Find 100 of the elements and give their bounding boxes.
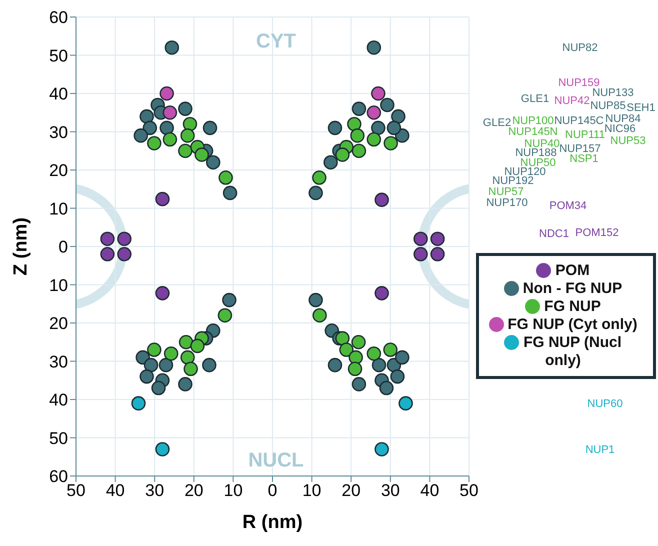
y-tick-label: 40 [49,390,68,410]
point [348,350,363,365]
y-tick-label: 30 [49,122,68,142]
x-tick-label: 50 [66,481,86,500]
point [372,358,386,372]
point [366,346,382,361]
text: NUP82 [562,42,598,54]
point [366,132,382,147]
x-tick-label: 50 [460,481,478,500]
point [178,102,192,116]
y-tick-label: 50 [49,428,68,448]
point [324,155,338,170]
point [178,377,192,392]
point [366,40,382,55]
text: GLE1 [520,93,550,105]
y-tick-label: 10 [49,276,68,295]
text: NIC96 [604,123,636,135]
legend-label: FG NUP [544,298,601,315]
point [151,380,166,396]
point [144,358,158,372]
legend-label: FG NUP (Cyt only) [508,316,638,333]
point [190,338,205,354]
point [350,128,365,143]
point [371,86,386,101]
point [162,132,178,147]
point [134,128,148,143]
y-tick-label: 20 [49,314,68,334]
point [390,369,405,384]
point [140,369,154,384]
text: NUP100 [512,115,554,127]
point [328,358,342,372]
point [366,105,382,120]
point [218,308,232,322]
text: NUP192 [492,175,534,187]
point [348,362,362,376]
x-tick-label: 10 [224,481,243,500]
point [202,358,216,372]
y-tick-label: 0 [58,238,68,257]
point [178,334,194,350]
text: NUP85 [590,100,626,112]
text: POM34 [549,200,587,212]
point [162,105,178,120]
y-tick-label: 40 [49,84,68,104]
point [351,334,366,350]
y-tick-label: 50 [49,46,68,66]
x-tick-label: 20 [184,481,204,500]
x-tick-label: 10 [302,481,322,500]
text: NUP188 [515,147,557,159]
point [371,120,386,136]
point [131,396,146,410]
x-tick-label: 40 [106,481,125,500]
point [117,232,132,246]
point [352,144,366,158]
point [180,350,195,365]
point [158,358,174,372]
point [380,98,394,112]
text: NUP1 [585,444,615,456]
point [374,286,389,300]
point [180,128,195,143]
x-tick-label: 20 [342,481,361,500]
text: NUP53 [610,135,646,147]
legend-label: POM [555,262,590,279]
point [164,40,180,55]
text: NUP42 [554,95,590,107]
text: NUP145N [508,126,558,138]
point [155,192,170,206]
point [384,136,398,150]
point [202,120,218,136]
y-tick-label: 10 [49,199,68,218]
point [164,346,178,361]
point [308,292,323,308]
point [312,308,327,322]
x-tick-label: 30 [380,481,400,500]
point [430,247,445,262]
point [184,362,198,376]
point [222,186,238,200]
point [335,148,350,162]
point [178,144,192,158]
point [147,136,162,150]
point [312,170,326,185]
annotation: CYT [256,30,296,54]
point [398,396,413,410]
point [328,120,342,136]
x-tick-label: 30 [145,481,164,500]
point [100,247,115,262]
point [194,148,209,162]
text: NUP159 [558,77,600,89]
point [155,442,170,456]
point [155,286,170,300]
text: NUP145C [554,115,604,127]
text: NUP60 [587,398,623,410]
text: POM152 [575,227,619,239]
legend-label: Non - FG NUP [522,280,622,297]
point [395,350,410,365]
text: NDC1 [539,228,569,240]
point [142,120,158,136]
y-tick-label: 60 [49,8,68,28]
text: NSP1 [570,153,598,165]
point [374,442,389,456]
point [391,109,406,124]
